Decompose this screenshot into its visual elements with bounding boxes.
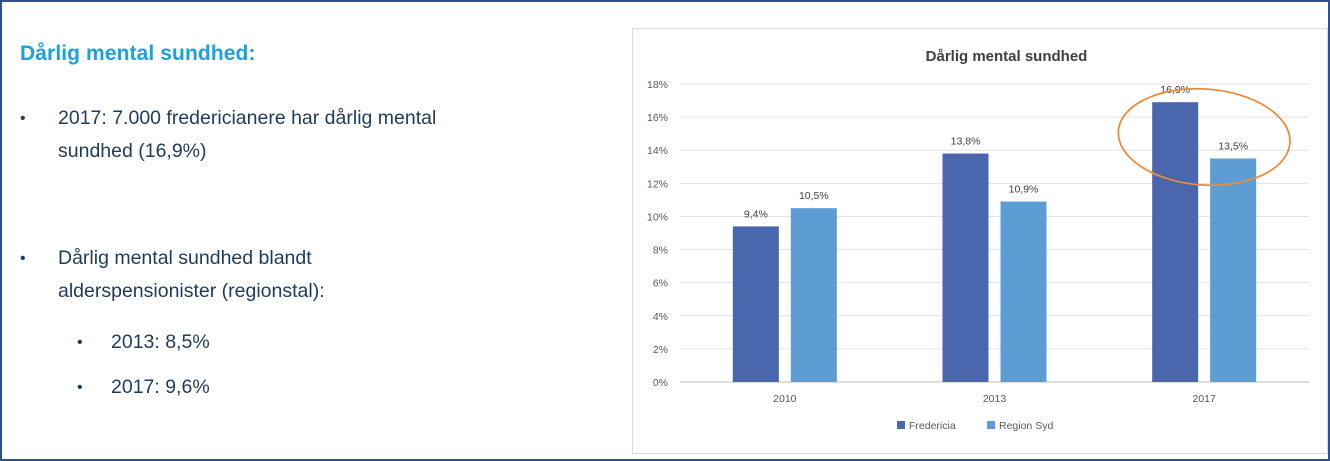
data-label: 13,5%	[1218, 141, 1248, 153]
x-tick-label: 2017	[1192, 393, 1216, 405]
bar	[790, 208, 837, 382]
y-tick-label: 8%	[653, 245, 668, 257]
sub-bullet-marker: •	[77, 379, 83, 396]
data-label: 9,4%	[744, 208, 768, 220]
y-tick-label: 10%	[647, 211, 668, 223]
legend-label: Fredericia	[909, 420, 956, 432]
chart-title: Dårlig mental sundhed	[926, 48, 1088, 65]
y-tick-label: 4%	[653, 311, 668, 323]
section-heading: Dårlig mental sundhed:	[20, 42, 256, 65]
bar	[1152, 102, 1199, 382]
highlight-ellipse	[1117, 87, 1291, 187]
y-tick-label: 6%	[653, 278, 668, 290]
x-tick-label: 2013	[983, 393, 1007, 405]
sub-bullet-marker: •	[77, 334, 83, 351]
y-tick-label: 0%	[653, 377, 668, 389]
data-label: 10,9%	[1009, 184, 1039, 196]
y-tick-label: 16%	[647, 112, 668, 124]
data-label: 13,8%	[951, 136, 981, 148]
data-label: 10,5%	[799, 190, 829, 202]
bullet-2-line-1: Dårlig mental sundhed blandt	[58, 247, 312, 269]
bar	[942, 153, 989, 382]
bar	[732, 226, 779, 382]
y-tick-label: 2%	[653, 344, 668, 356]
legend-label: Region Syd	[999, 420, 1053, 432]
chart-container: Dårlig mental sundhed 0% 2% 4% 6% 8% 10% 12% 14%…	[632, 28, 1328, 454]
legend-swatch	[987, 421, 995, 429]
bullet-marker: •	[20, 250, 26, 267]
y-tick-label: 18%	[647, 79, 668, 91]
y-tick-label: 14%	[647, 145, 668, 157]
bar	[1000, 201, 1047, 382]
bar	[1210, 158, 1257, 382]
text-panel: Dårlig mental sundhed: • 2017: 7.000 fre…	[14, 42, 614, 398]
x-tick-label: 2010	[773, 393, 797, 405]
sub-item-text: 2013: 8,5%	[111, 331, 210, 353]
legend-swatch	[897, 421, 905, 429]
bar-chart: Dårlig mental sundhed 0% 2% 4% 6% 8% 10% 12% 14%…	[647, 48, 1309, 432]
bullet-2-line-2: alderspensionister (regionstal):	[58, 280, 325, 302]
y-tick-label: 12%	[647, 178, 668, 190]
bullet-marker: •	[20, 110, 26, 127]
bullet-1-line-1: 2017: 7.000 fredericianere har dårlig me…	[58, 107, 437, 129]
bullet-1-line-2: sundhed (16,9%)	[58, 140, 207, 162]
sub-item-text: 2017: 9,6%	[111, 376, 210, 398]
